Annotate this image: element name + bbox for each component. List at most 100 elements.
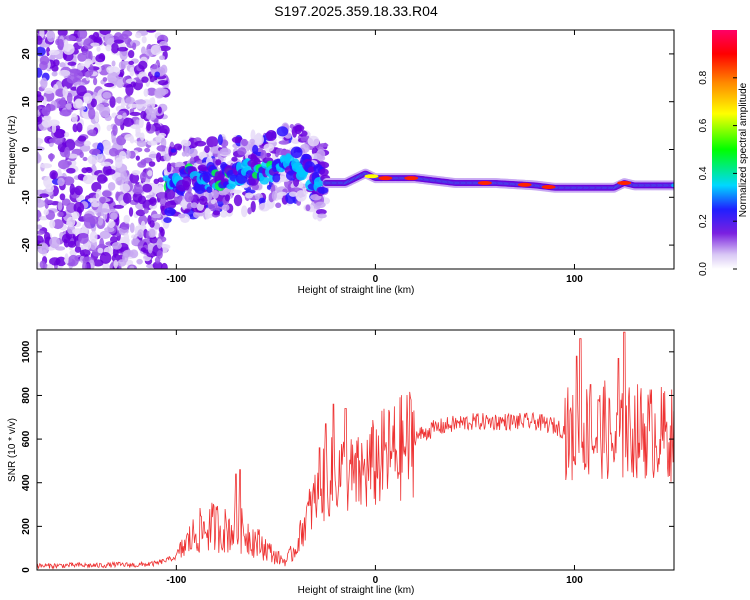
noise-blob: [57, 211, 64, 218]
ridge-halo: [317, 186, 329, 194]
noise-blob: [157, 79, 169, 86]
noise-blob: [96, 46, 101, 52]
noise-blob: [89, 148, 101, 155]
noise-blob: [158, 132, 167, 138]
noise-blob: [73, 81, 86, 87]
noise-blob: [123, 232, 130, 243]
ridge-halo: [206, 186, 213, 193]
noise-blob: [119, 183, 131, 193]
colorbar-tick-label: 0.2: [698, 214, 709, 228]
noise-blob: [131, 234, 138, 239]
noise-blob: [48, 138, 56, 144]
noise-blob: [72, 211, 80, 220]
noise-blob: [130, 124, 141, 130]
scatter-blob: [263, 143, 275, 152]
noise-blob: [147, 140, 158, 146]
noise-blob: [59, 193, 66, 201]
noise-blob: [87, 154, 99, 165]
x-tick-label: -100: [166, 274, 186, 285]
ridge-core: [671, 183, 674, 188]
noise-blob: [129, 172, 140, 184]
noise-blob: [118, 60, 127, 70]
noise-blob: [138, 214, 148, 226]
noise-blob: [140, 220, 146, 231]
ridge-halo: [164, 187, 176, 200]
noise-blob: [63, 39, 69, 52]
noise-blob: [39, 55, 50, 66]
y-tick-label: 20: [21, 48, 32, 60]
noise-blob: [99, 251, 112, 264]
noise-blob: [100, 161, 112, 167]
noise-blob: [44, 87, 54, 94]
scatter-blob: [215, 159, 222, 166]
noise-blob: [106, 124, 112, 132]
noise-blob: [129, 111, 141, 117]
noise-blob: [71, 113, 78, 123]
noise-blob: [129, 66, 135, 77]
noise-blob: [113, 204, 125, 209]
noise-blob: [69, 249, 77, 256]
scatter-blob: [247, 154, 256, 160]
noise-blob: [82, 174, 94, 185]
scatter-blob: [265, 152, 272, 158]
noise-blob: [37, 110, 41, 118]
noise-blob: [83, 140, 91, 147]
noise-blob: [110, 42, 119, 54]
noise-blob: [144, 147, 151, 153]
noise-blob: [149, 236, 158, 244]
spectrogram-xlabel: Height of straight line (km): [298, 285, 415, 296]
noise-blob: [136, 258, 143, 265]
noise-blob: [96, 174, 108, 184]
noise-blob: [128, 207, 134, 217]
x-tick-label: -100: [166, 575, 186, 586]
noise-blob: [125, 96, 135, 105]
noise-blob: [49, 153, 54, 162]
noise-blob: [143, 208, 149, 214]
scatter-blob: [275, 192, 283, 200]
noise-blob: [90, 98, 97, 108]
chart-title: S197.2025.359.18.33.R04: [274, 3, 438, 19]
noise-blob: [105, 44, 112, 52]
noise-blob: [57, 201, 63, 211]
noise-blob: [111, 253, 121, 263]
colorbar-tick-label: 0.0: [698, 262, 709, 276]
scatter-blob: [250, 200, 256, 213]
noise-blob: [37, 224, 43, 230]
noise-blob: [111, 60, 116, 67]
noise-blob: [99, 230, 111, 239]
noise-blob: [149, 97, 155, 104]
noise-blob: [76, 85, 87, 97]
noise-blob: [60, 97, 67, 109]
noise-blob: [138, 116, 144, 129]
noise-blob: [147, 170, 153, 177]
noise-blob: [160, 262, 168, 269]
noise-blob: [157, 184, 163, 194]
scatter-blob: [291, 138, 301, 145]
noise-blob: [91, 201, 100, 208]
noise-blob: [149, 196, 157, 206]
ridge-peak: [541, 185, 556, 190]
noise-blob: [131, 170, 141, 176]
noise-blob: [72, 123, 78, 133]
y-tick-label: 200: [21, 518, 32, 535]
noise-blob: [46, 263, 54, 269]
noise-blob: [74, 246, 82, 253]
ridge-halo: [259, 176, 270, 185]
noise-blob: [156, 88, 169, 95]
colorbar-tick-label: 0.4: [698, 166, 709, 180]
scatter-blob: [182, 140, 192, 147]
noise-blob: [39, 193, 49, 198]
noise-blob: [87, 129, 97, 137]
noise-blob: [57, 38, 64, 50]
x-tick-label: 100: [566, 575, 583, 586]
ridge-peak: [477, 180, 492, 185]
scatter-blob: [241, 138, 248, 147]
scatter-blob: [317, 155, 326, 161]
scatter-blob: [278, 140, 290, 145]
noise-blob: [82, 261, 87, 269]
scatter-blob: [294, 124, 302, 135]
